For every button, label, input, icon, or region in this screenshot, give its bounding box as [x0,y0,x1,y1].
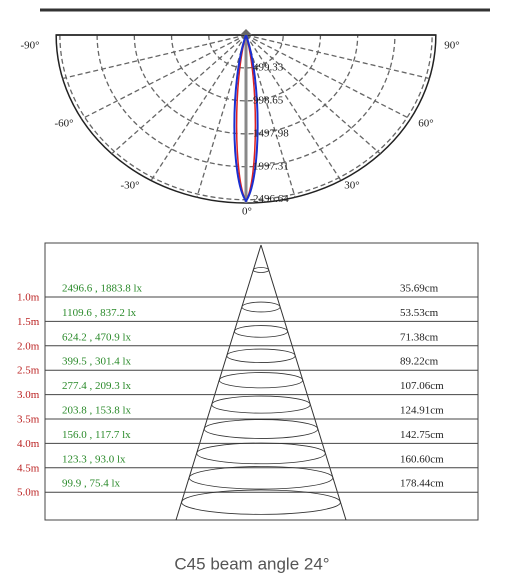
diameter-label: 71.38cm [400,331,439,343]
illuminance-label: 203.8 , 153.8 lx [62,405,132,417]
angle-label: 0° [242,206,252,218]
diameter-label: 35.69cm [400,283,439,295]
distance-label: 1.0m [17,292,40,304]
distance-label: 4.0m [17,438,40,450]
illuminance-label: 624.2 , 470.9 lx [62,331,132,343]
illuminance-table: 1.0m 2496.6 , 1883.8 lx 35.69cm 1.5m 1109.6 … [17,242,479,521]
angle-label: 90° [444,40,459,52]
distance-label: 2.5m [17,365,40,377]
polar-spoke [245,34,296,198]
illuminance-label: 99.9 , 75.4 lx [62,478,121,490]
cone-ellipse [196,442,326,465]
polar-plot: -90° 90° -60° 60° -30° 30° 0° 499.33 998.65 1497.… [20,29,460,218]
illuminance-label: 399.5 , 301.4 lx [62,356,132,368]
distance-label: 2.0m [17,340,40,352]
illuminance-label: 277.4 , 209.3 lx [62,380,132,392]
diameter-label: 124.91cm [400,405,444,417]
ring-label: 998.65 [253,94,284,106]
cone-ellipse [211,395,311,414]
diameter-label: 107.06cm [400,380,444,392]
cone-ellipse [241,301,281,313]
distance-label: 1.5m [17,316,40,328]
caption: C45 beam angle 24° [174,554,329,573]
cone-ellipse [188,466,334,490]
beam-blue [233,34,259,203]
cone-ellipse [252,267,270,273]
cone-ellipse [226,348,296,363]
ring-label: 499.33 [253,61,284,73]
cone-ellipse [233,325,289,338]
polar-spoke [196,34,247,198]
distance-label: 3.5m [17,414,40,426]
polar-ring [133,34,359,135]
angle-label: 30° [344,180,359,192]
illuminance-label: 1109.6 , 837.2 lx [62,307,137,319]
angle-label: -30° [120,180,139,192]
distance-label: 4.5m [17,462,40,474]
cone-ellipse [181,489,341,515]
distance-label: 5.0m [17,487,40,499]
polar-spoke [245,34,411,120]
ring-label: 1497.98 [253,127,289,139]
ring-label: 1997.31 [253,160,289,172]
angle-label: -60° [54,118,73,130]
apex [240,29,252,35]
diameter-label: 160.60cm [400,453,444,465]
illuminance-label: 156.0 , 117.7 lx [62,429,131,441]
angle-label: -90° [20,40,39,52]
cone-ellipse [203,419,319,439]
diameter-label: 89.22cm [400,356,439,368]
cone [175,244,347,521]
cone-ellipse [218,372,304,389]
table-frame [44,242,479,521]
polar-spoke [245,34,381,155]
diameter-label: 142.75cm [400,429,444,441]
polar-spoke [81,34,247,120]
polar-spoke [150,34,247,181]
diameter-label: 53.53cm [400,307,439,319]
distance-label: 3.0m [17,389,40,401]
polar-spoke [245,34,342,181]
polar-spoke [111,34,247,155]
angle-label: 60° [418,118,433,130]
illuminance-label: 123.3 , 93.0 lx [62,453,126,465]
ring-label: 2496.64 [253,193,289,205]
diameter-label: 178.44cm [400,478,444,490]
illuminance-label: 2496.6 , 1883.8 lx [62,283,143,295]
